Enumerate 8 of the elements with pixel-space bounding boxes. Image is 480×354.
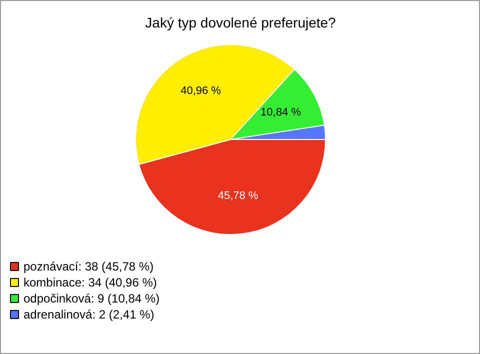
chart-title: Jaký typ dovolené preferujete? [145, 14, 336, 30]
data-label: 10,84 % [260, 106, 302, 119]
data-label: 40,96 % [180, 84, 222, 97]
legend-label: odpočinková: 9 (10,84 %) [24, 292, 160, 306]
legend-label: poznávací: 38 (45,78 %) [24, 260, 154, 274]
legend-label: adrenalinová: 2 (2,41 %) [24, 308, 154, 322]
data-label: 45,78 % [218, 190, 258, 202]
legend-label: kombinace: 34 (40,96 %) [24, 276, 157, 290]
